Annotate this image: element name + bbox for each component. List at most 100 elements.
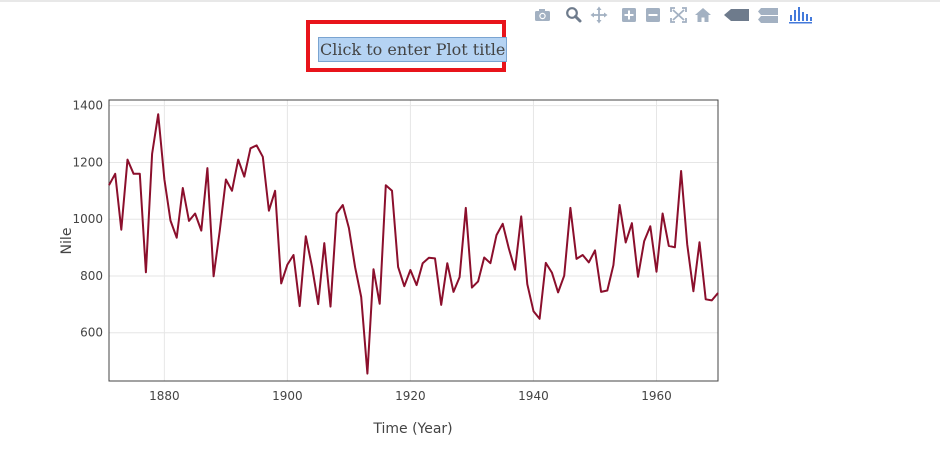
data-point[interactable]	[692, 290, 694, 292]
data-point[interactable]	[662, 213, 664, 215]
data-point[interactable]	[711, 299, 713, 301]
data-point[interactable]	[582, 254, 584, 256]
data-point[interactable]	[471, 287, 473, 289]
data-point[interactable]	[157, 113, 159, 115]
data-point[interactable]	[588, 261, 590, 263]
data-point[interactable]	[305, 235, 307, 237]
data-point[interactable]	[403, 285, 405, 287]
data-point[interactable]	[219, 230, 221, 232]
data-point[interactable]	[637, 276, 639, 278]
data-point[interactable]	[360, 296, 362, 298]
data-point[interactable]	[231, 190, 233, 192]
data-point[interactable]	[323, 242, 325, 244]
data-point[interactable]	[502, 223, 504, 225]
data-point[interactable]	[520, 215, 522, 217]
data-point[interactable]	[243, 176, 245, 178]
data-point[interactable]	[409, 269, 411, 271]
data-point[interactable]	[496, 234, 498, 236]
data-point[interactable]	[385, 184, 387, 186]
data-point[interactable]	[330, 306, 332, 308]
data-point[interactable]	[576, 258, 578, 260]
data-point[interactable]	[139, 173, 141, 175]
data-point[interactable]	[446, 262, 448, 264]
data-point[interactable]	[225, 179, 227, 181]
data-point[interactable]	[508, 247, 510, 249]
data-point[interactable]	[213, 275, 215, 277]
data-point[interactable]	[526, 283, 528, 285]
data-point[interactable]	[163, 179, 165, 181]
data-point[interactable]	[397, 266, 399, 268]
data-point[interactable]	[643, 240, 645, 242]
data-point[interactable]	[317, 303, 319, 305]
hover-compare-icon[interactable]	[758, 6, 778, 24]
y-axis-title[interactable]: Nile	[59, 228, 75, 255]
data-point[interactable]	[705, 298, 707, 300]
data-point[interactable]	[262, 156, 264, 158]
data-point[interactable]	[680, 170, 682, 172]
data-point[interactable]	[717, 292, 719, 294]
data-point[interactable]	[539, 318, 541, 320]
data-point[interactable]	[170, 220, 172, 222]
data-point[interactable]	[336, 213, 338, 215]
data-point[interactable]	[268, 210, 270, 212]
data-point[interactable]	[250, 147, 252, 149]
data-point[interactable]	[200, 230, 202, 232]
data-point[interactable]	[533, 310, 535, 312]
hover-closest-icon[interactable]	[724, 6, 750, 24]
data-point[interactable]	[489, 262, 491, 264]
data-point[interactable]	[114, 173, 116, 175]
data-point[interactable]	[594, 249, 596, 251]
data-point[interactable]	[563, 275, 565, 277]
data-point[interactable]	[434, 257, 436, 259]
data-point[interactable]	[206, 167, 208, 169]
autoscale-icon[interactable]	[670, 6, 687, 24]
data-point[interactable]	[379, 303, 381, 305]
zoom-in-icon[interactable]	[621, 6, 637, 24]
data-point[interactable]	[145, 271, 147, 273]
data-point[interactable]	[440, 304, 442, 306]
series-line[interactable]	[108, 113, 719, 375]
data-point[interactable]	[127, 159, 129, 161]
plotly-logo-icon[interactable]	[789, 6, 815, 24]
data-point[interactable]	[188, 220, 190, 222]
data-point[interactable]	[606, 290, 608, 292]
data-point[interactable]	[182, 187, 184, 189]
plot-title-input[interactable]: Click to enter Plot title	[318, 37, 508, 62]
data-point[interactable]	[625, 242, 627, 244]
data-point[interactable]	[674, 246, 676, 248]
data-point[interactable]	[612, 264, 614, 266]
data-point[interactable]	[133, 173, 135, 175]
data-point[interactable]	[649, 225, 651, 227]
zoom-out-icon[interactable]	[645, 6, 661, 24]
data-point[interactable]	[465, 207, 467, 209]
data-point[interactable]	[416, 284, 418, 286]
data-point[interactable]	[299, 305, 301, 307]
data-point[interactable]	[459, 276, 461, 278]
data-point[interactable]	[428, 257, 430, 259]
data-point[interactable]	[237, 159, 239, 161]
data-point[interactable]	[391, 190, 393, 192]
x-axis-title[interactable]: Time (Year)	[372, 421, 452, 437]
data-point[interactable]	[656, 271, 658, 273]
data-point[interactable]	[108, 184, 110, 186]
data-point[interactable]	[569, 207, 571, 209]
data-point[interactable]	[422, 262, 424, 264]
data-point[interactable]	[686, 243, 688, 245]
data-point[interactable]	[151, 153, 153, 155]
data-point[interactable]	[286, 264, 288, 266]
data-point[interactable]	[342, 204, 344, 206]
data-point[interactable]	[668, 245, 670, 247]
data-point[interactable]	[194, 213, 196, 215]
data-point[interactable]	[631, 222, 633, 224]
data-point[interactable]	[120, 229, 122, 231]
data-point[interactable]	[373, 268, 375, 270]
data-point[interactable]	[280, 282, 282, 284]
data-point[interactable]	[514, 269, 516, 271]
data-point[interactable]	[176, 237, 178, 239]
zoom-icon[interactable]	[565, 6, 583, 24]
data-point[interactable]	[551, 272, 553, 274]
data-point[interactable]	[366, 373, 368, 375]
data-point[interactable]	[348, 227, 350, 229]
data-point[interactable]	[354, 266, 356, 268]
